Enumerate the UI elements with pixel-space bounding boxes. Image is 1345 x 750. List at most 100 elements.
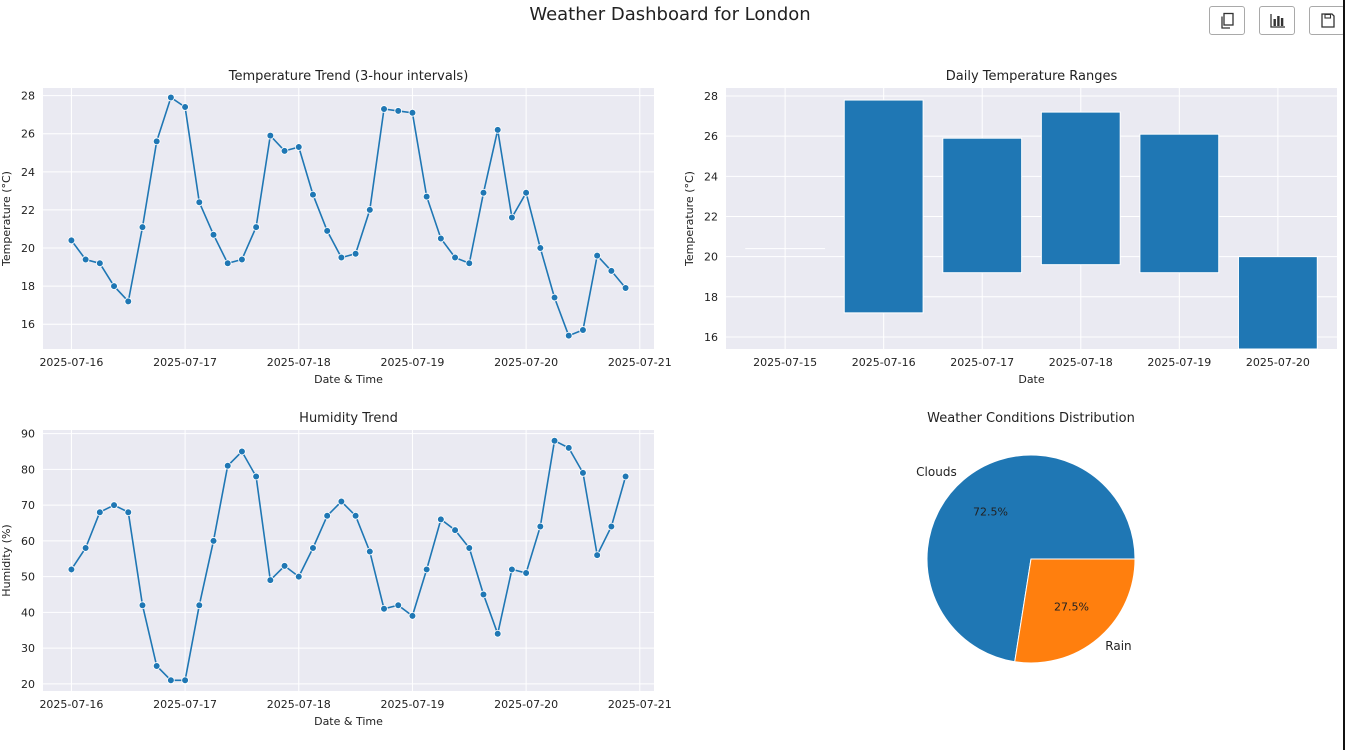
conditions-label: Clouds — [916, 465, 957, 479]
humidity-data-point — [493, 629, 502, 638]
humidity-data-point — [422, 565, 431, 574]
humidity-xtick-label: 2025-07-19 — [380, 698, 444, 711]
humidity-xtick-label: 2025-07-18 — [267, 698, 331, 711]
daily-ranges-bar — [1237, 256, 1318, 350]
humidity-data-point — [451, 526, 459, 534]
humidity-xlabel: Date & Time — [314, 715, 383, 728]
humidity-data-point — [593, 551, 601, 559]
copy-icon — [1221, 12, 1234, 29]
humidity-data-point — [195, 601, 204, 609]
temperature-data-point — [81, 255, 90, 264]
daily-ranges-xlabel: Date — [1018, 373, 1045, 386]
daily-ranges-xtick-label: 2025-07-18 — [1049, 356, 1113, 369]
temperature-xlabel: Date & Time — [314, 373, 383, 386]
humidity-data-point — [323, 512, 331, 520]
temperature-ytick-label: 26 — [21, 128, 35, 141]
daily-ranges-xtick-label: 2025-07-17 — [950, 356, 1014, 369]
temperature-data-point — [564, 331, 573, 340]
humidity-ytick-label: 20 — [21, 678, 35, 691]
temperature-data-point — [323, 227, 331, 235]
daily-ranges-bar — [1139, 133, 1220, 274]
copy-button[interactable] — [1209, 6, 1245, 35]
temperature-data-point — [67, 236, 76, 245]
temperature-data-point — [621, 284, 630, 292]
temperature-data-point — [493, 126, 502, 134]
humidity-plot-area — [43, 430, 654, 691]
humidity-data-point — [621, 472, 630, 481]
chart-button[interactable] — [1259, 6, 1295, 35]
humidity-data-point — [465, 544, 474, 552]
temperature-ytick-label: 16 — [21, 318, 35, 331]
humidity-data-point — [209, 537, 218, 545]
humidity-data-point — [309, 544, 317, 552]
humidity-data-point — [479, 590, 488, 599]
temperature-data-point — [380, 105, 388, 113]
humidity-data-point — [351, 512, 360, 520]
conditions-slice-rain — [1014, 558, 1136, 664]
humidity-xtick-label: 2025-07-16 — [39, 698, 103, 711]
temperature-xtick-label: 2025-07-17 — [153, 356, 217, 369]
temperature-data-point — [607, 267, 616, 275]
temperature-data-point — [593, 251, 601, 260]
temperature-data-point — [508, 213, 516, 222]
temperature-data-point — [408, 108, 417, 117]
temperature-ytick-label: 28 — [21, 90, 35, 103]
daily-ranges-ytick-label: 20 — [704, 251, 718, 264]
temperature-data-point — [238, 255, 246, 264]
humidity-data-point — [408, 612, 417, 620]
daily-ranges-ytick-label: 16 — [704, 331, 718, 344]
temperature-data-point — [479, 188, 488, 197]
humidity-ytick-label: 60 — [21, 535, 35, 548]
daily-ranges-ytick-label: 18 — [704, 291, 718, 304]
humidity-data-point — [579, 469, 587, 477]
humidity-data-point — [607, 522, 616, 531]
daily-ranges-ytick-label: 22 — [704, 210, 718, 223]
humidity-ytick-label: 40 — [21, 606, 35, 619]
humidity-data-point — [536, 522, 545, 531]
temperature-data-point — [422, 192, 431, 201]
humidity-data-point — [366, 547, 374, 556]
temperature-data-point — [167, 93, 175, 102]
daily-ranges-xtick-label: 2025-07-19 — [1147, 356, 1211, 369]
humidity-data-point — [124, 508, 133, 517]
temperature-series-line — [70, 96, 627, 337]
daily-ranges-title: Daily Temperature Ranges — [946, 69, 1118, 84]
humidity-data-point — [167, 676, 175, 685]
humidity-data-point — [138, 601, 147, 609]
daily-ranges-xtick-label: 2025-07-16 — [852, 356, 916, 369]
humidity-ytick-label: 80 — [21, 463, 35, 476]
conditions-label: Rain — [1105, 639, 1131, 653]
temperature-data-point — [152, 137, 161, 146]
temperature-data-point — [181, 103, 189, 111]
humidity-xtick-label: 2025-07-17 — [153, 698, 217, 711]
temperature-data-point — [465, 259, 474, 268]
temperature-xtick-label: 2025-07-20 — [494, 356, 558, 369]
temperature-ytick-label: 18 — [21, 280, 35, 293]
humidity-data-point — [110, 501, 118, 509]
temperature-data-point — [550, 293, 559, 302]
temperature-data-point — [110, 282, 118, 290]
window-edge — [1343, 0, 1345, 750]
dashboard-title: Weather Dashboard for London — [529, 4, 811, 25]
temperature-data-point — [195, 198, 204, 207]
daily-ranges-plot-area — [726, 88, 1337, 349]
temperature-plot-area — [43, 88, 654, 349]
temperature-xtick-label: 2025-07-18 — [267, 356, 331, 369]
temperature-data-point — [351, 249, 360, 258]
temperature-ytick-label: 20 — [21, 242, 35, 255]
humidity-data-point — [67, 565, 76, 574]
daily-ranges-bar — [942, 137, 1023, 274]
temperature-data-point — [294, 143, 303, 151]
temperature-data-point — [223, 259, 232, 268]
temperature-data-point — [366, 206, 374, 214]
humidity-xtick-label: 2025-07-20 — [494, 698, 558, 711]
humidity-data-point — [181, 676, 189, 685]
humidity-ytick-label: 90 — [21, 428, 35, 441]
humidity-data-point — [522, 569, 530, 577]
temperature-data-point — [536, 244, 545, 252]
bar-chart-icon — [1270, 14, 1285, 28]
daily-ranges-bar — [843, 99, 924, 314]
temperature-data-point — [437, 234, 445, 243]
temperature-data-point — [579, 326, 587, 334]
